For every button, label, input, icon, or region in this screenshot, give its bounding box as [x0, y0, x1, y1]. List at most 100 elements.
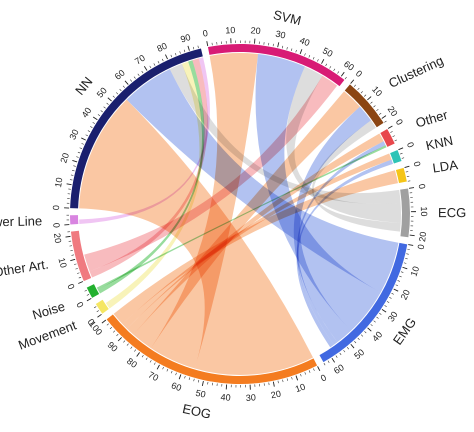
tick-label-svm: 10: [225, 25, 236, 36]
major-tick-eog: [156, 364, 160, 370]
tick-label-svm: 0: [202, 28, 209, 39]
major-tick-clustering: [350, 79, 355, 84]
tick-label-nn: 70: [133, 53, 147, 67]
tick-label-noise: 0: [74, 300, 85, 309]
major-tick-nn: [81, 137, 86, 141]
minor-tick-emg: [384, 305, 387, 307]
major-tick-nn: [66, 183, 72, 186]
major-tick-eog: [101, 319, 107, 324]
minor-tick-emg: [360, 334, 364, 337]
minor-tick-nn: [115, 92, 119, 95]
minor-tick-eog: [291, 376, 293, 380]
minor-tick-emg: [376, 316, 379, 319]
minor-tick-nn: [97, 114, 101, 117]
tick-label-nn: 20: [58, 152, 71, 165]
minor-tick-nn: [157, 60, 160, 64]
minor-tick-eog: [126, 343, 129, 346]
minor-tick-movement: [96, 310, 99, 313]
sector-arc-other_art: [70, 230, 92, 282]
minor-tick-knn: [401, 157, 405, 159]
tick-label-emg: 40: [370, 329, 384, 343]
minor-tick-emg: [379, 312, 382, 315]
tick-label-eog: 90: [106, 340, 120, 354]
minor-tick-svm: [295, 49, 297, 53]
minor-tick-nn: [183, 49, 186, 53]
minor-tick-nn: [70, 174, 74, 176]
sector-arc-other: [380, 129, 395, 147]
sector-arc-eog: [106, 314, 318, 384]
minor-tick-eog: [166, 368, 169, 372]
minor-tick-emg: [406, 253, 409, 255]
tick-label-emg: 10: [409, 265, 422, 278]
sector-arcs-layer: [70, 43, 410, 384]
minor-tick-clustering: [373, 105, 376, 108]
minor-tick-svm: [308, 55, 311, 58]
major-tick-knn: [398, 147, 404, 151]
minor-tick-nn: [79, 147, 83, 149]
minor-tick-svm: [344, 76, 347, 80]
tick-label-other_art: 20: [52, 232, 63, 243]
major-tick-eog: [117, 337, 122, 342]
tick-label-other_art: 0: [65, 282, 76, 291]
minor-tick-other_art: [73, 263, 77, 265]
major-tick-emg: [367, 327, 372, 332]
minor-tick-nn: [153, 63, 156, 66]
minor-tick-svm: [312, 57, 315, 60]
minor-tick-nn: [112, 95, 115, 98]
tick-label-emg: 0: [416, 243, 427, 250]
ribbon-emg-nn: [126, 69, 399, 293]
ribbon-emg-svm: [255, 54, 381, 331]
minor-tick-emg: [399, 275, 402, 278]
tick-label-eog: 10: [294, 381, 307, 394]
tick-label-ecg: 0: [417, 183, 428, 189]
major-tick-eog: [178, 374, 182, 380]
major-tick-svm: [299, 49, 303, 55]
tick-label-nn: 90: [179, 32, 192, 45]
minor-tick-eog: [162, 366, 164, 370]
sector-arc-power_line: [70, 215, 79, 225]
minor-tick-nn: [179, 51, 181, 54]
minor-tick-eog: [313, 368, 315, 371]
sector-arc-movement: [95, 299, 109, 314]
ribbon-noise-other: [96, 145, 387, 290]
minor-tick-eog: [188, 377, 191, 380]
sector-label-clustering: Clustering: [386, 53, 445, 91]
major-tick-emg: [331, 357, 336, 363]
ribbon-eog-other: [126, 133, 384, 335]
sector-label-movement: Movement: [16, 317, 78, 352]
minor-tick-svm: [329, 66, 332, 69]
tick-label-ecg: 10: [419, 206, 429, 216]
minor-tick-emg: [391, 292, 394, 295]
sector-arc-clustering: [344, 84, 384, 128]
major-tick-emg: [402, 266, 408, 270]
major-tick-clustering: [367, 96, 372, 101]
minor-tick-emg: [323, 362, 326, 366]
sector-arc-noise: [86, 284, 100, 298]
minor-tick-emg: [403, 262, 407, 264]
minor-tick-nn: [81, 143, 84, 145]
minor-tick-other_art: [76, 272, 80, 274]
major-tick-noise: [86, 298, 92, 302]
major-tick-nn: [165, 54, 168, 60]
tick-label-svm: 30: [275, 29, 287, 41]
minor-tick-nn: [106, 102, 109, 105]
sector-label-eog: EOG: [181, 401, 212, 422]
major-tick-nn: [107, 97, 112, 102]
tick-label-svm: 50: [321, 45, 335, 59]
minor-tick-nn: [103, 106, 106, 109]
minor-tick-clustering: [364, 94, 367, 97]
sector-label-svm: SVM: [272, 7, 303, 28]
minor-tick-nn: [174, 52, 177, 56]
minor-tick-eog: [149, 360, 152, 363]
minor-tick-svm: [333, 68, 336, 72]
major-tick-svm: [206, 41, 209, 47]
tick-label-svm: 60: [342, 59, 356, 73]
tick-label-eog: 50: [195, 388, 207, 400]
tick-label-eog: 0: [319, 372, 328, 383]
minor-tick-eog: [308, 370, 311, 373]
major-tick-ecg: [409, 234, 415, 237]
major-tick-eog: [136, 352, 140, 357]
minor-tick-nn: [137, 73, 140, 76]
major-tick-clustering: [381, 115, 387, 119]
